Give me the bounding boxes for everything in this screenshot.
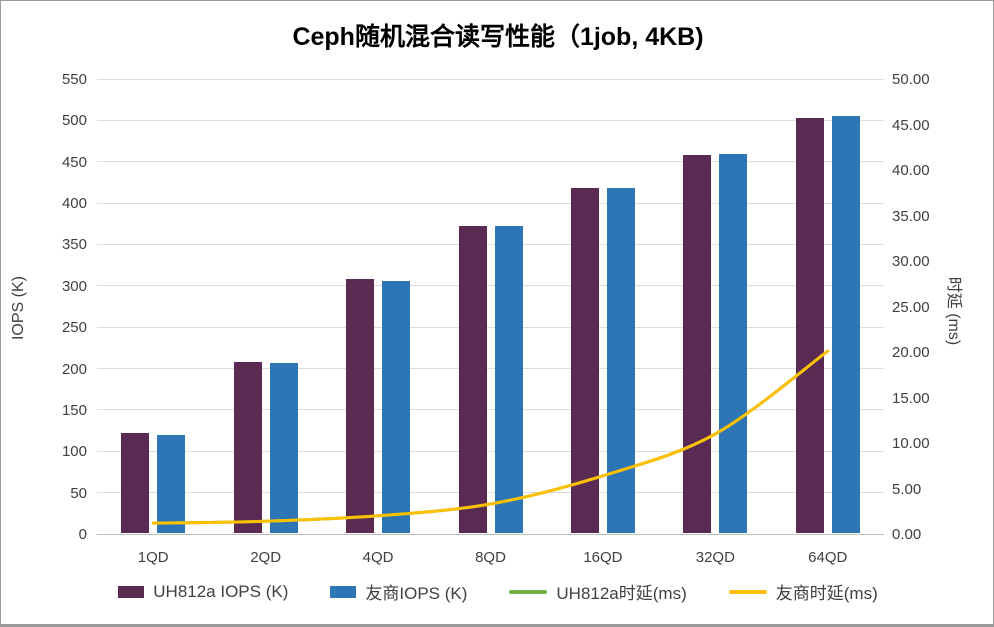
x-tick-label: 64QD (808, 549, 848, 566)
bar (382, 280, 411, 533)
x-tick-label: 8QD (475, 549, 506, 566)
right-tick-label: 40.00 (892, 162, 930, 179)
bar (233, 361, 262, 533)
left-tick-label: 500 (61, 112, 87, 130)
bar (795, 117, 824, 533)
left-tick-label: 350 (61, 236, 87, 254)
legend-label: 友商IOPS (K) (365, 584, 468, 603)
legend-label: UH812a时延(ms) (556, 584, 687, 603)
gridline (97, 285, 884, 287)
line-swatch-icon (509, 589, 548, 594)
right-axis-title: 时延 (ms) (945, 276, 962, 346)
x-tick-label: 1QD (137, 549, 169, 566)
right-tick-label: 15.00 (892, 389, 930, 407)
legend-label: UH812a IOPS (K) (153, 581, 289, 601)
line-swatch-icon (728, 589, 767, 594)
bar (269, 363, 298, 533)
chart-title: Ceph随机混合读写性能（1job, 4KB) (292, 23, 704, 51)
latency-lines (151, 349, 830, 525)
right-tick-label: 50.00 (892, 71, 930, 88)
bar-swatch-icon (118, 585, 145, 598)
bar (121, 432, 150, 533)
right-tick-label: 25.00 (892, 298, 930, 316)
bar (719, 154, 748, 533)
left-tick-label: 0 (78, 526, 87, 543)
x-tick-label: 32QD (695, 549, 735, 566)
left-tick-label: 550 (61, 71, 87, 88)
left-tick-label: 50 (70, 484, 87, 502)
plot-area (97, 78, 884, 535)
bar-swatch-icon (330, 585, 357, 598)
bar (831, 116, 860, 533)
bar (606, 188, 635, 533)
bar (494, 226, 523, 533)
x-tick-label: 4QD (362, 549, 394, 566)
latency-line (151, 349, 830, 525)
left-tick-label: 450 (61, 153, 87, 171)
legend-item-vendor-iops: 友商IOPS (K) (330, 579, 467, 604)
gridline (97, 492, 884, 494)
left-tick-label: 100 (61, 443, 87, 461)
right-tick-label: 5.00 (892, 480, 922, 498)
gridline (97, 243, 884, 245)
legend: UH812a IOPS (K) 友商IOPS (K) UH812a时延(ms) … (1, 579, 993, 604)
legend-item-uh812a-iops: UH812a IOPS (K) (118, 582, 288, 602)
left-tick-label: 250 (61, 319, 87, 337)
x-tick-label: 16QD (583, 549, 623, 566)
bar (346, 279, 375, 533)
bar (458, 226, 487, 533)
gridline (97, 450, 884, 452)
gridline (97, 119, 884, 121)
right-tick-label: 30.00 (892, 253, 930, 270)
gridline (97, 409, 884, 411)
legend-item-uh812a-latency: UH812a时延(ms) (509, 579, 687, 604)
left-axis-title: IOPS (K) (10, 276, 27, 341)
bar (683, 154, 712, 533)
gridline (97, 368, 884, 370)
legend-item-vendor-latency: 友商时延(ms) (728, 579, 878, 604)
x-axis-line (97, 533, 884, 535)
left-tick-label: 300 (61, 277, 87, 295)
bar (157, 434, 186, 533)
right-tick-label: 45.00 (892, 116, 930, 134)
gridline (97, 326, 884, 328)
right-tick-label: 10.00 (892, 435, 930, 452)
right-tick-label: 20.00 (892, 344, 930, 361)
right-tick-label: 0.00 (892, 526, 922, 543)
gridline (97, 202, 884, 204)
latency-line (151, 349, 830, 525)
left-tick-label: 400 (61, 195, 87, 213)
right-tick-label: 35.00 (892, 207, 930, 225)
legend-label: 友商时延(ms) (775, 584, 878, 603)
left-tick-label: 150 (61, 401, 87, 419)
gridline (97, 78, 884, 80)
bar (570, 188, 599, 533)
left-tick-label: 200 (61, 360, 87, 378)
gridline (97, 161, 884, 163)
x-tick-label: 2QD (250, 549, 282, 566)
